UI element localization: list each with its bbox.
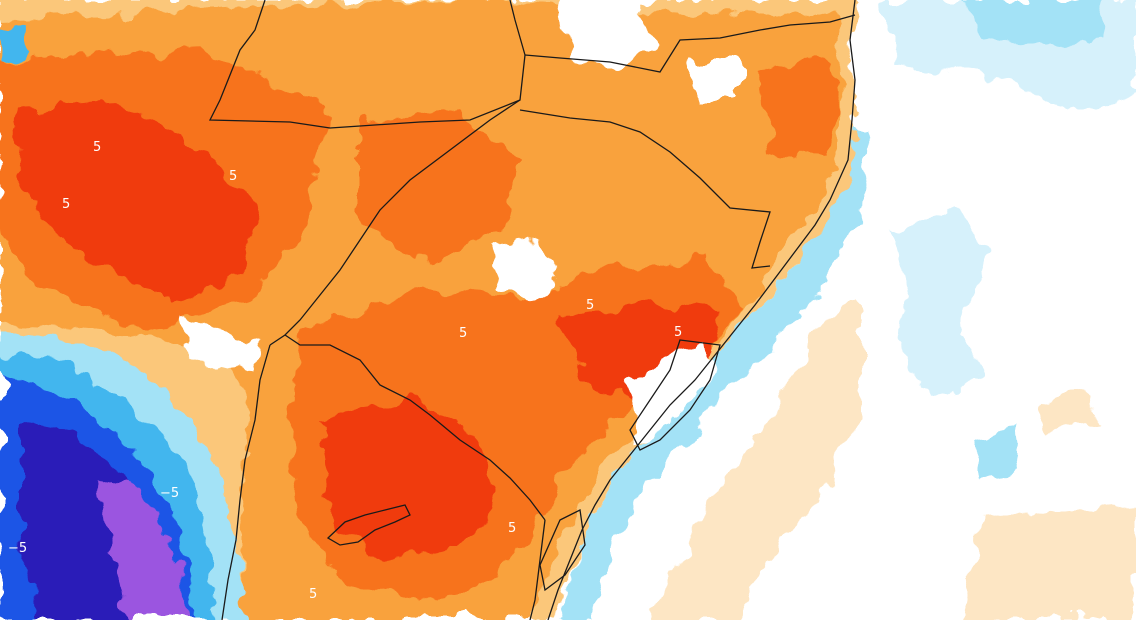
border-line: [524, 14, 856, 73]
lagoon-outline: [539, 509, 586, 592]
contour-label: 5: [309, 587, 317, 602]
neutral-patches: [180, 0, 740, 440]
contour-label: 5: [586, 298, 594, 313]
border-line: [519, 109, 771, 269]
border-line: [208, 0, 526, 129]
contour-label: 5: [93, 140, 101, 155]
contour-label: 5: [229, 169, 237, 184]
contour-label: 5: [62, 197, 70, 212]
contour-label: −5: [8, 541, 27, 556]
ocean-warm-anomaly: [650, 300, 1136, 620]
border-line: [529, 519, 546, 620]
border-line: [284, 334, 546, 521]
border-line: [221, 344, 271, 620]
ocean-cool-anomaly: [880, 0, 1136, 478]
reservoir-outline: [326, 504, 411, 546]
border-line: [269, 99, 521, 346]
contour-label: 5: [459, 326, 467, 341]
contour-labels: 5 5 5 5 5 5 5 5 −5 −5: [8, 140, 682, 602]
contour-label: 5: [508, 521, 516, 536]
cold-anomaly: [0, 25, 245, 620]
lagoon-outline: [629, 339, 721, 451]
contour-label: 5: [674, 325, 682, 340]
political-borders: [208, 0, 856, 620]
contour-label: −5: [160, 486, 179, 501]
coastline: [547, 0, 856, 620]
